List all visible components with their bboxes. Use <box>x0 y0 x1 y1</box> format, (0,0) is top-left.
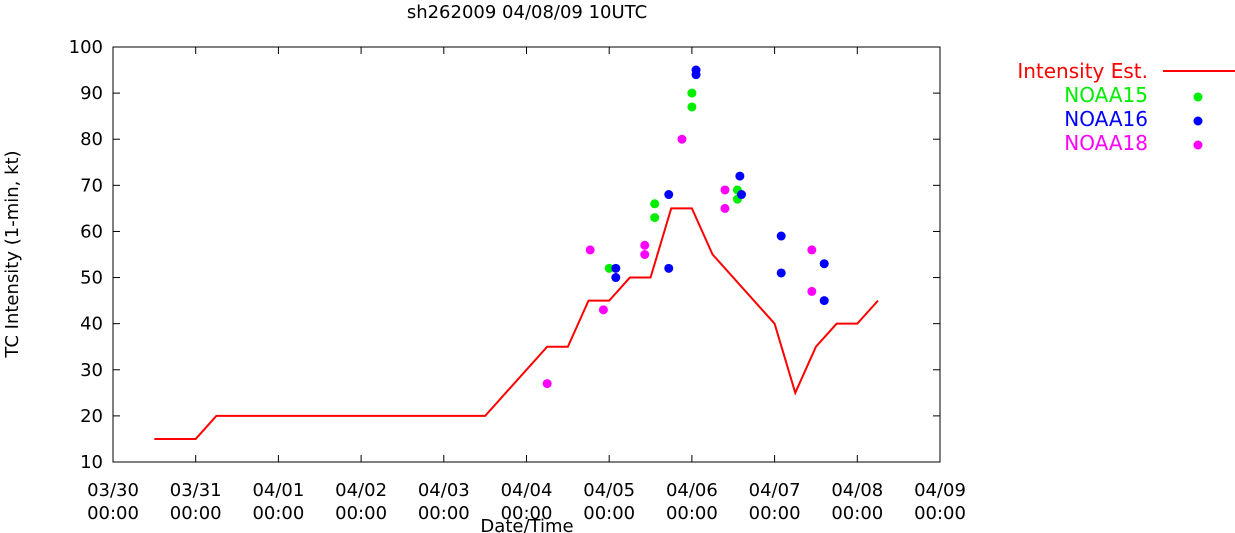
x-tick-label-time: 00:00 <box>252 503 304 524</box>
data-point-noaa15 <box>687 102 697 112</box>
data-point-noaa18 <box>807 286 817 296</box>
x-tick-label-date: 04/09 <box>914 480 966 501</box>
plot-frame <box>112 46 941 463</box>
x-tick-label-time: 00:00 <box>749 503 801 524</box>
x-tick-label-time: 00:00 <box>501 503 553 524</box>
y-tick-label: 20 <box>80 406 103 427</box>
legend-label-intensity-est: Intensity Est. <box>1017 59 1148 83</box>
x-tick-label-date: 04/02 <box>335 480 387 501</box>
y-axis-title: TC Intensity (1-min, kt) <box>2 150 23 358</box>
legend-label-noaa15: NOAA15 <box>1064 83 1148 107</box>
y-tick-label: 80 <box>80 129 103 150</box>
data-point-noaa16 <box>664 190 674 200</box>
data-point-noaa16 <box>691 70 701 80</box>
x-tick-label-date: 04/04 <box>501 480 553 501</box>
x-tick-label-date: 04/07 <box>749 480 801 501</box>
x-tick-label-time: 00:00 <box>170 503 222 524</box>
x-tick-label-time: 00:00 <box>335 503 387 524</box>
data-point-noaa18 <box>598 305 608 315</box>
x-tick-label-time: 00:00 <box>583 503 635 524</box>
y-tick-label: 100 <box>69 37 103 58</box>
x-tick-label-date: 04/05 <box>583 480 635 501</box>
y-tick-label: 40 <box>80 314 103 335</box>
data-point-noaa15 <box>687 88 697 98</box>
data-point-noaa16 <box>776 231 786 241</box>
x-tick-label-time: 00:00 <box>418 503 470 524</box>
x-tick-label-date: 03/30 <box>87 480 139 501</box>
x-tick-label-date: 04/01 <box>252 480 304 501</box>
y-tick-label: 30 <box>80 360 103 381</box>
data-point-noaa18 <box>542 379 552 389</box>
data-point-noaa18 <box>640 240 650 250</box>
data-point-noaa18 <box>585 245 595 255</box>
data-point-noaa16 <box>776 268 786 278</box>
data-point-noaa18 <box>807 245 817 255</box>
data-point-noaa18 <box>677 134 687 144</box>
data-point-noaa16 <box>735 171 745 181</box>
x-tick-label-time: 00:00 <box>87 503 139 524</box>
x-tick-label-time: 00:00 <box>914 503 966 524</box>
chart-title: sh262009 04/08/09 10UTC <box>407 2 647 23</box>
y-axis-title-group: TC Intensity (1-min, kt) <box>2 150 23 358</box>
series-layer <box>154 65 879 440</box>
series-line-intensity-est <box>154 207 879 440</box>
data-point-noaa16 <box>819 259 829 269</box>
data-point-noaa18 <box>720 185 730 195</box>
data-point-noaa16 <box>611 263 621 273</box>
y-tick-label: 90 <box>80 83 103 104</box>
legend-label-noaa18: NOAA18 <box>1064 131 1148 155</box>
data-point-noaa16 <box>737 190 747 200</box>
x-axis-title: Date/Time <box>480 516 573 533</box>
x-ticks: 03/3000:0003/3100:0004/0100:0004/0200:00… <box>87 47 966 524</box>
y-tick-label: 10 <box>80 452 103 473</box>
x-tick-label-time: 00:00 <box>666 503 718 524</box>
x-tick-label-date: 04/08 <box>831 480 883 501</box>
x-tick-label-time: 00:00 <box>831 503 883 524</box>
data-point-noaa16 <box>611 273 621 283</box>
x-tick-label-date: 03/31 <box>170 480 222 501</box>
y-tick-label: 60 <box>80 221 103 242</box>
y-tick-label: 50 <box>80 268 103 289</box>
data-point-noaa18 <box>720 203 730 213</box>
legend-swatch-point <box>1193 140 1203 150</box>
legend-swatch-point <box>1193 92 1203 102</box>
data-point-noaa18 <box>640 250 650 259</box>
data-point-noaa15 <box>604 263 614 273</box>
x-tick-label-date: 04/03 <box>418 480 470 501</box>
x-tick-label-date: 04/06 <box>666 480 718 501</box>
legend-label-noaa16: NOAA16 <box>1064 107 1148 131</box>
legend-swatch-point <box>1193 116 1203 126</box>
data-point-noaa16 <box>664 263 674 273</box>
data-point-noaa15 <box>650 199 660 209</box>
data-point-noaa15 <box>650 213 660 223</box>
y-ticks: 10 20 30 40 50 60 70 80 90 100 <box>69 37 940 473</box>
data-point-noaa16 <box>819 296 829 306</box>
y-tick-label: 70 <box>80 175 103 196</box>
